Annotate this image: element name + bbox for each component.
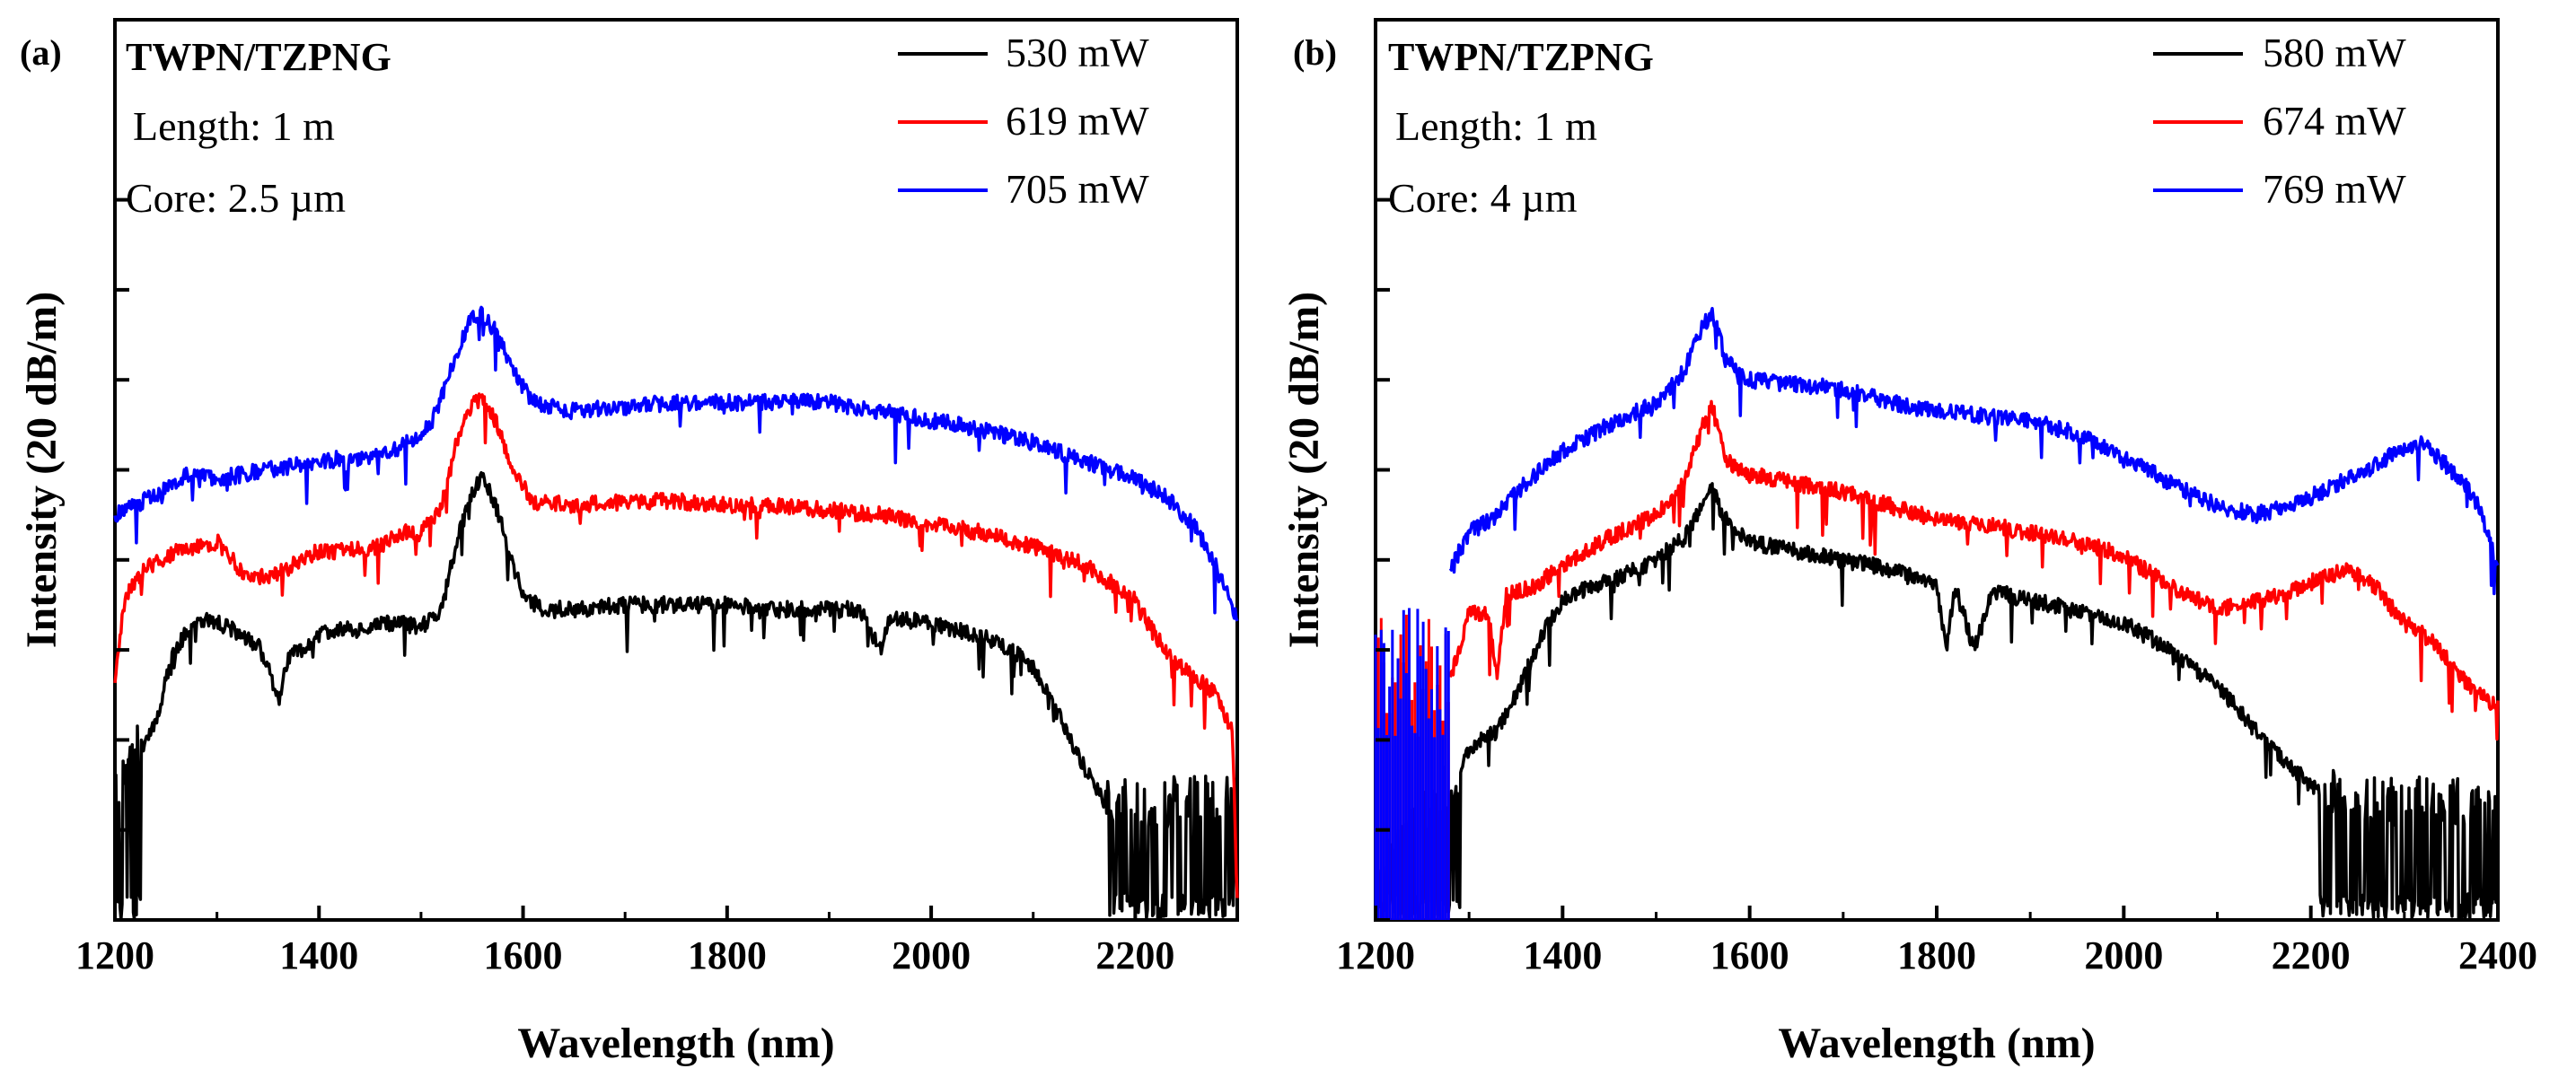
x-tick-label: 2200 <box>2272 933 2351 977</box>
legend-entry: 705 mW <box>1006 166 1149 212</box>
x-axis-label: Wavelength (nm) <box>517 1020 834 1067</box>
panel-label: (b) <box>1293 32 1337 73</box>
panel-label: (a) <box>20 32 62 73</box>
x-tick-label: 1800 <box>1897 933 1976 977</box>
x-tick-label: 1400 <box>1523 933 1602 977</box>
x-tick-label: 2200 <box>1095 933 1174 977</box>
series-line-619-mw <box>113 392 1239 898</box>
chart-panel-b: 1200 1400 1600 1800 2000 2200 2400 Wavelength (… <box>1280 18 2537 1067</box>
series-line-530-mw <box>113 470 1239 922</box>
chart-panel-a: 1200 1400 1600 1800 2000 2200 Wavelength (nm) I… <box>18 18 1239 1067</box>
series-line-705-mw <box>113 305 1239 622</box>
legend-entry: 674 mW <box>2263 98 2406 144</box>
x-tick-label: 1600 <box>1710 933 1789 977</box>
x-tick-label: 1800 <box>688 933 767 977</box>
x-tick-label: 1600 <box>484 933 563 977</box>
y-axis-label: Intensity (20 dB/m) <box>18 292 66 648</box>
x-tick-label: 2000 <box>892 933 971 977</box>
legend-entry: 580 mW <box>2263 30 2406 75</box>
series-line-580-mw <box>1374 482 2500 922</box>
series-line-674-mw <box>1448 399 2500 741</box>
fiber-name: TWPN/TZPNG <box>1388 35 1654 79</box>
fiber-core: Core: 4 µm <box>1388 175 1578 221</box>
legend-entry: 530 mW <box>1006 30 1149 75</box>
y-axis-label: Intensity (20 dB/m) <box>1280 292 1328 648</box>
x-tick-label: 1200 <box>75 933 154 977</box>
x-tick-label: 2400 <box>2458 933 2537 977</box>
fiber-core: Core: 2.5 µm <box>126 175 346 221</box>
x-tick-label: 2000 <box>2084 933 2163 977</box>
fiber-name: TWPN/TZPNG <box>126 35 391 79</box>
series-line-769-mw <box>1448 306 2500 596</box>
x-tick-label: 1400 <box>279 933 358 977</box>
legend-entry: 619 mW <box>1006 98 1149 144</box>
legend-entry: 769 mW <box>2263 166 2406 212</box>
fiber-length: Length: 1 m <box>1395 103 1597 149</box>
x-tick-label: 1200 <box>1336 933 1415 977</box>
fiber-length: Length: 1 m <box>133 103 335 149</box>
series-noise-769-mw <box>1374 608 1450 920</box>
x-axis-label: Wavelength (nm) <box>1778 1020 2095 1067</box>
